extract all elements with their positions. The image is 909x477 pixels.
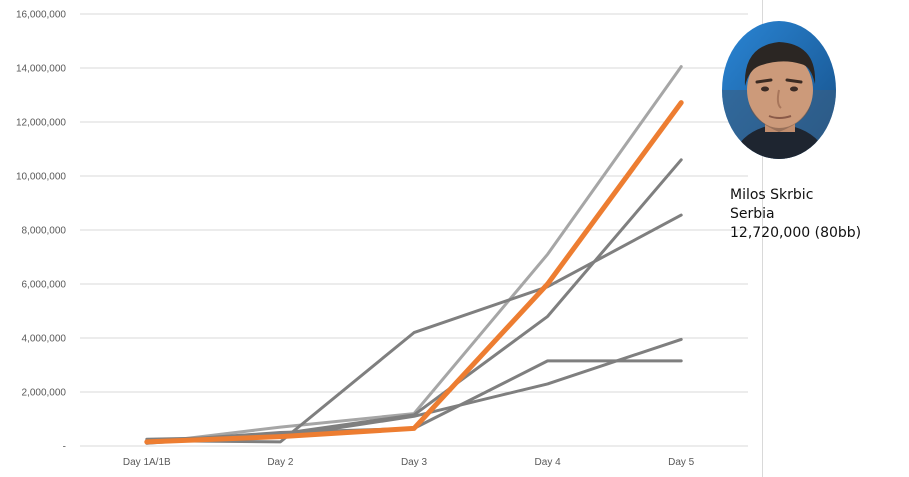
series-line bbox=[145, 213, 683, 444]
y-tick-label: 6,000,000 bbox=[22, 280, 67, 291]
player-name: Milos Skrbic bbox=[730, 187, 814, 203]
series-line bbox=[145, 337, 683, 441]
series-lines bbox=[144, 65, 684, 445]
x-tick-label: Day 2 bbox=[267, 457, 294, 468]
highlighted-series-line bbox=[144, 100, 684, 445]
player-info: Milos Skrbic Serbia 12,720,000 (80bb) bbox=[730, 186, 861, 243]
x-tick-label: Day 1A/1B bbox=[123, 457, 171, 468]
x-tick-label: Day 3 bbox=[401, 457, 428, 468]
y-tick-label: 4,000,000 bbox=[22, 334, 67, 345]
y-tick-label: 8,000,000 bbox=[22, 226, 67, 237]
player-chip-count: 12,720,000 (80bb) bbox=[730, 225, 862, 241]
stack-progression-chart: - 2,000,000 4,000,000 6,000,000 8,000,000 10,… bbox=[16, 10, 748, 468]
x-tick-label: Day 4 bbox=[535, 457, 562, 468]
x-tick-label: Day 5 bbox=[668, 457, 695, 468]
x-axis-tick-labels: Day 1A/1B Day 2 Day 3 Day 4 Day 5 bbox=[123, 457, 695, 468]
y-tick-label: 10,000,000 bbox=[16, 172, 66, 183]
y-tick-label: - bbox=[63, 442, 66, 453]
y-tick-label: 14,000,000 bbox=[16, 64, 66, 75]
y-tick-label: 16,000,000 bbox=[16, 10, 66, 21]
gridlines bbox=[80, 13, 748, 447]
y-axis-tick-labels: - 2,000,000 4,000,000 6,000,000 8,000,000 10,… bbox=[16, 10, 66, 453]
chart-frame: - 2,000,000 4,000,000 6,000,000 8,000,000 10,… bbox=[16, 0, 763, 477]
player-country: Serbia bbox=[730, 206, 775, 222]
player-photo bbox=[722, 21, 836, 159]
series-line bbox=[145, 158, 683, 445]
y-tick-label: 2,000,000 bbox=[22, 388, 67, 399]
y-tick-label: 12,000,000 bbox=[16, 118, 66, 129]
